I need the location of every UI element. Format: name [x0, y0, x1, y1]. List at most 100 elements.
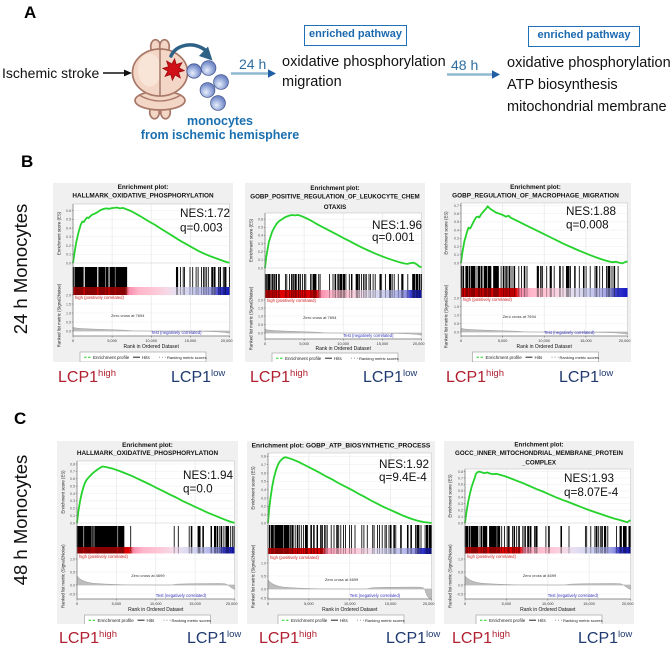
svg-text:0.1: 0.1 — [70, 514, 75, 518]
svg-text:20,000: 20,000 — [423, 602, 435, 606]
svg-text:Ranking metric scores: Ranking metric scores — [365, 618, 405, 623]
svg-text:Ranked list metric (Signal2Noi: Ranked list metric (Signal2Noise) — [57, 283, 62, 347]
svg-text:Ranking metric scores: Ranking metric scores — [560, 355, 600, 360]
svg-text:0.1: 0.1 — [258, 258, 263, 262]
svg-text:0: 0 — [464, 602, 466, 606]
svg-text:Test (negatively correlated): Test (negatively correlated) — [156, 593, 207, 598]
svg-text:Enrichment score (ES): Enrichment score (ES) — [444, 211, 449, 255]
svg-text:5,000: 5,000 — [502, 602, 512, 606]
svg-text:10,000: 10,000 — [145, 339, 157, 343]
svg-text:Enrichment score (ES): Enrichment score (ES) — [251, 466, 256, 510]
svg-text:-0.5: -0.5 — [457, 592, 463, 596]
svg-text:10,000: 10,000 — [542, 602, 554, 606]
svg-text:Hits: Hits — [147, 618, 155, 623]
svg-text:HALLMARK_OXIDATIVE_PHOSPHORYLA: HALLMARK_OXIDATIVE_PHOSPHORYLATION — [72, 193, 214, 200]
svg-text:Test (negatively correlated): Test (negatively correlated) — [343, 333, 394, 338]
svg-text:Hits: Hits — [340, 618, 348, 623]
svg-text:0.0: 0.0 — [70, 583, 75, 587]
svg-text:NES:1.72: NES:1.72 — [180, 207, 230, 220]
svg-text:15,000: 15,000 — [580, 339, 592, 343]
svg-text:q=9.4E-4: q=9.4E-4 — [379, 471, 427, 484]
svg-text:15,000: 15,000 — [583, 602, 595, 606]
svg-text:1.5: 1.5 — [66, 302, 71, 306]
svg-text:0.0: 0.0 — [66, 261, 71, 265]
svg-text:NES:1.93: NES:1.93 — [564, 472, 614, 485]
svg-text:10,000: 10,000 — [344, 602, 356, 606]
svg-text:0.2: 0.2 — [258, 250, 263, 254]
svg-text:Test (negatively correlated): Test (negatively correlated) — [350, 593, 401, 598]
svg-text:0.6: 0.6 — [458, 483, 463, 487]
svg-text:GOCC_INNER_MITOCHONDRIAL_MEMBR: GOCC_INNER_MITOCHONDRIAL_MEMBRANE_PROTEI… — [455, 450, 624, 457]
svg-text:Enrichment profile: Enrichment profile — [98, 618, 135, 623]
svg-text:0.5: 0.5 — [258, 323, 263, 327]
svg-text:Enrichment score (ES): Enrichment score (ES) — [57, 211, 62, 255]
svg-text:0.4: 0.4 — [458, 496, 463, 500]
svg-text:0.7: 0.7 — [70, 470, 75, 474]
svg-text:1.0: 1.0 — [258, 314, 263, 318]
svg-text:Zero cross at 4699: Zero cross at 4699 — [325, 577, 359, 582]
svg-text:high (positively correlated): high (positively correlated) — [79, 554, 128, 559]
svg-text:0.7: 0.7 — [454, 204, 459, 208]
svg-text:0.0: 0.0 — [458, 583, 463, 587]
svg-text:0.3: 0.3 — [458, 502, 463, 506]
svg-text:Enrichment plot:: Enrichment plot: — [510, 184, 561, 191]
svg-text:high (positively correlated): high (positively correlated) — [467, 554, 516, 559]
svg-text:Zero cross at 4699: Zero cross at 4699 — [523, 573, 557, 578]
svg-text:0.2: 0.2 — [261, 505, 266, 509]
svg-text:Enrichment plot:: Enrichment plot: — [514, 442, 563, 449]
svg-text:0.5: 0.5 — [70, 484, 75, 488]
svg-text:5,000: 5,000 — [299, 342, 309, 346]
svg-text:HALLMARK_OXIDATIVE_PHOSPHORYLA: HALLMARK_OXIDATIVE_PHOSPHORYLATION — [77, 450, 219, 457]
svg-text:0.5: 0.5 — [258, 226, 263, 230]
svg-text:0.3: 0.3 — [454, 237, 459, 241]
svg-text:NES:1.88: NES:1.88 — [566, 205, 616, 218]
svg-text:15,000: 15,000 — [385, 602, 397, 606]
svg-text:Ranked list metric (Signal2Noi: Ranked list metric (Signal2Noise) — [249, 286, 254, 350]
svg-text:0.2: 0.2 — [458, 508, 463, 512]
svg-text:NES:1.96: NES:1.96 — [372, 219, 422, 232]
svg-text:-0.5: -0.5 — [69, 592, 75, 596]
svg-text:Ranking metric scores: Ranking metric scores — [359, 356, 399, 361]
svg-text:Ranked list metric (Signal2Noi: Ranked list metric (Signal2Noise) — [448, 544, 453, 608]
svg-text:q=8.07E-4: q=8.07E-4 — [564, 486, 619, 499]
svg-text:0.0: 0.0 — [258, 266, 263, 270]
svg-text:q=0.0: q=0.0 — [183, 483, 213, 496]
svg-text:0.5: 0.5 — [70, 570, 75, 574]
svg-text:0: 0 — [264, 342, 266, 346]
svg-text:0.0: 0.0 — [70, 521, 75, 525]
svg-text:0.5: 0.5 — [458, 570, 463, 574]
svg-text:Hits: Hits — [538, 618, 546, 623]
svg-text:0.0: 0.0 — [458, 521, 463, 525]
svg-text:2.0: 2.0 — [258, 298, 263, 302]
svg-text:0.1: 0.1 — [458, 515, 463, 519]
svg-text:Enrichment score (ES): Enrichment score (ES) — [448, 474, 453, 518]
svg-text:1.0: 1.0 — [261, 561, 266, 565]
svg-text:_COMPLEX: _COMPLEX — [521, 460, 557, 467]
svg-text:20,000: 20,000 — [622, 602, 634, 606]
svg-text:0.3: 0.3 — [66, 235, 71, 239]
svg-text:Rank in Ordered Dataset: Rank in Ordered Dataset — [316, 346, 372, 352]
svg-text:2.0: 2.0 — [454, 296, 459, 300]
svg-text:high (positively correlated): high (positively correlated) — [75, 295, 124, 300]
svg-text:Ranked list metric (Signal2Noi: Ranked list metric (Signal2Noise) — [251, 544, 256, 608]
svg-text:0: 0 — [460, 339, 462, 343]
svg-text:high (positively correlated): high (positively correlated) — [270, 555, 319, 560]
svg-text:0.4: 0.4 — [258, 234, 263, 238]
svg-text:Hits: Hits — [535, 355, 543, 360]
svg-text:0.8: 0.8 — [458, 470, 463, 474]
svg-text:Ranking metric scores: Ranking metric scores — [172, 618, 212, 623]
svg-text:0.5: 0.5 — [458, 489, 463, 493]
svg-text:0.0: 0.0 — [66, 329, 71, 333]
svg-text:0.7: 0.7 — [261, 463, 266, 467]
svg-text:Rank in Ordered Dataset: Rank in Ordered Dataset — [322, 607, 378, 613]
svg-text:Enrichment profile: Enrichment profile — [489, 618, 526, 623]
svg-text:0.3: 0.3 — [261, 496, 266, 500]
svg-text:0.5: 0.5 — [66, 320, 71, 324]
svg-text:0.2: 0.2 — [454, 245, 459, 249]
svg-text:Enrichment profile: Enrichment profile — [486, 355, 523, 360]
svg-text:5,000: 5,000 — [112, 602, 122, 606]
svg-text:0.1: 0.1 — [261, 513, 266, 517]
svg-text:0.1: 0.1 — [454, 253, 459, 257]
svg-text:15,000: 15,000 — [185, 339, 197, 343]
svg-text:Ranking metric scores: Ranking metric scores — [167, 355, 207, 360]
